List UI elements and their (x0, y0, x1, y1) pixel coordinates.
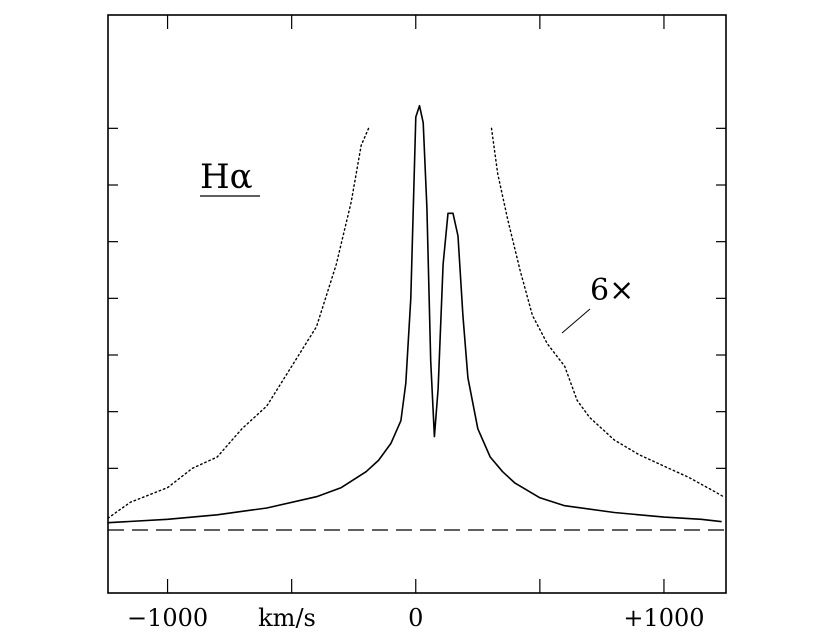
x-tick-label: +1000 (623, 604, 704, 632)
axis-ticks: −1000 0 +1000 (108, 15, 726, 632)
x-axis-label: km/s (258, 604, 316, 632)
x-tick-label: 0 (408, 604, 423, 632)
h-alpha-profile-line (107, 104, 722, 524)
annotation-scale-pointer (561, 308, 591, 334)
plot-frame (107, 14, 727, 594)
scaled-profile-dotted-line-1 (107, 127, 370, 519)
annotation-scale-factor: 6× (590, 273, 634, 308)
scaled-profile-dotted-line-2 (490, 127, 725, 498)
annotation-halpha: Hα (200, 157, 253, 197)
series-layer (107, 104, 725, 524)
x-tick-label: −1000 (127, 604, 208, 632)
